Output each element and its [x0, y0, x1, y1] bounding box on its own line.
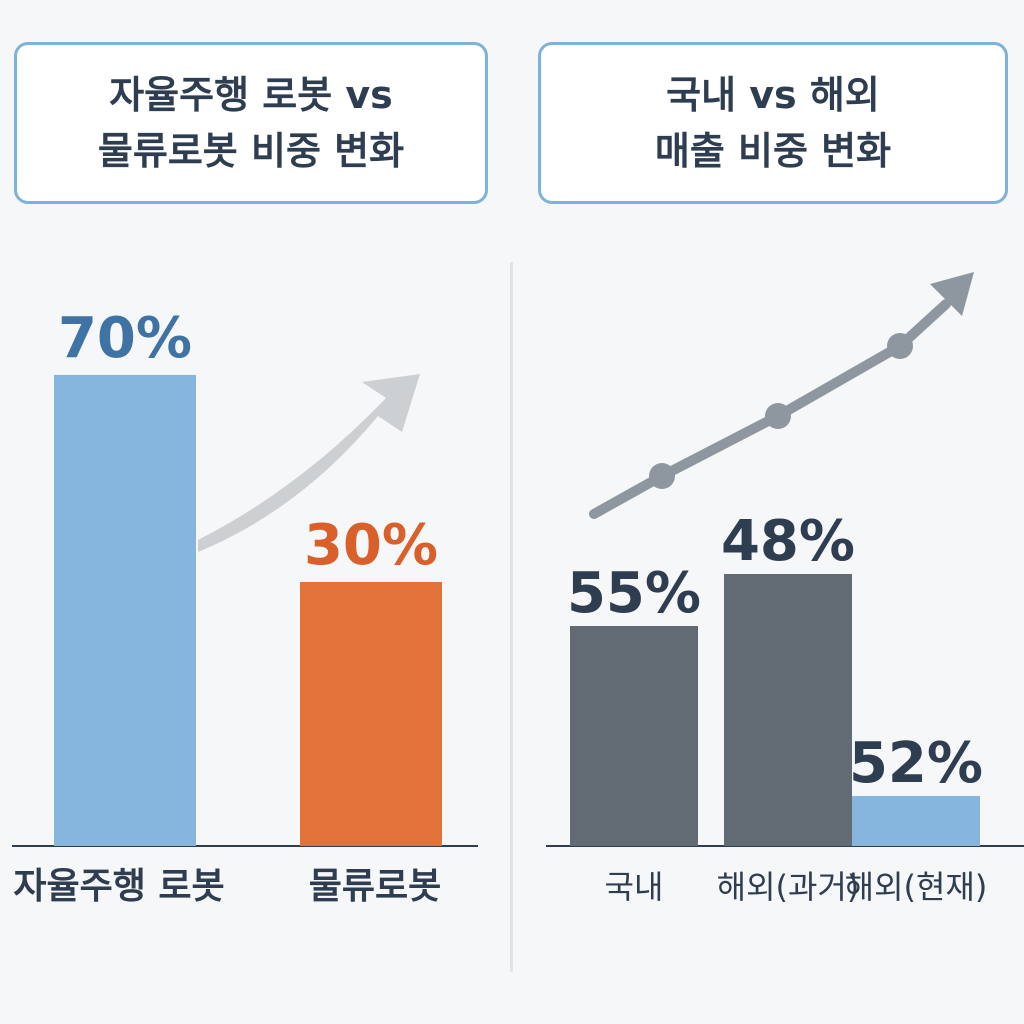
left-category-label: 자율주행 로봇: [13, 866, 224, 907]
trend-marker: [765, 403, 791, 429]
left-bar: [54, 374, 196, 846]
left-bar: [300, 582, 442, 846]
right-chart-title-line1: 국내 vs 해외: [666, 73, 880, 117]
right-value-label: 55%: [567, 561, 701, 626]
left-bar-chart: 70% 자율주행 로봇 30% 물류로봇: [12, 306, 478, 907]
right-bar: [570, 626, 698, 846]
trend-arrow-icon: [198, 374, 420, 552]
trend-marker: [887, 333, 913, 359]
right-chart-title-line2: 매출 비중 변화: [654, 129, 892, 173]
left-value-label: 30%: [304, 513, 438, 578]
right-value-label: 48%: [721, 509, 855, 574]
right-value-label: 52%: [849, 731, 983, 796]
trend-arrow-head-icon: [930, 272, 974, 316]
right-category-label: 해외(과거): [717, 868, 860, 906]
left-chart-title-line2: 물류로봇 비중 변화: [97, 129, 405, 173]
right-category-label: 해외(현재): [845, 868, 988, 906]
right-category-label: 국내: [605, 868, 664, 906]
left-category-label: 물류로봇: [309, 866, 441, 907]
right-bar: [852, 796, 980, 846]
panel-divider: [510, 262, 513, 972]
right-bar: [724, 574, 852, 846]
trend-marker: [649, 463, 675, 489]
right-bar-chart: 55% 국내 48% 해외(과거) 52% 해외(현재): [546, 272, 1024, 906]
left-chart-title-line1: 자율주행 로봇 vs: [109, 73, 393, 117]
left-chart-title-box: 자율주행 로봇 vs 물류로봇 비중 변화: [14, 42, 488, 204]
left-value-label: 70%: [58, 306, 192, 371]
right-chart-title-box: 국내 vs 해외 매출 비중 변화: [538, 42, 1008, 204]
